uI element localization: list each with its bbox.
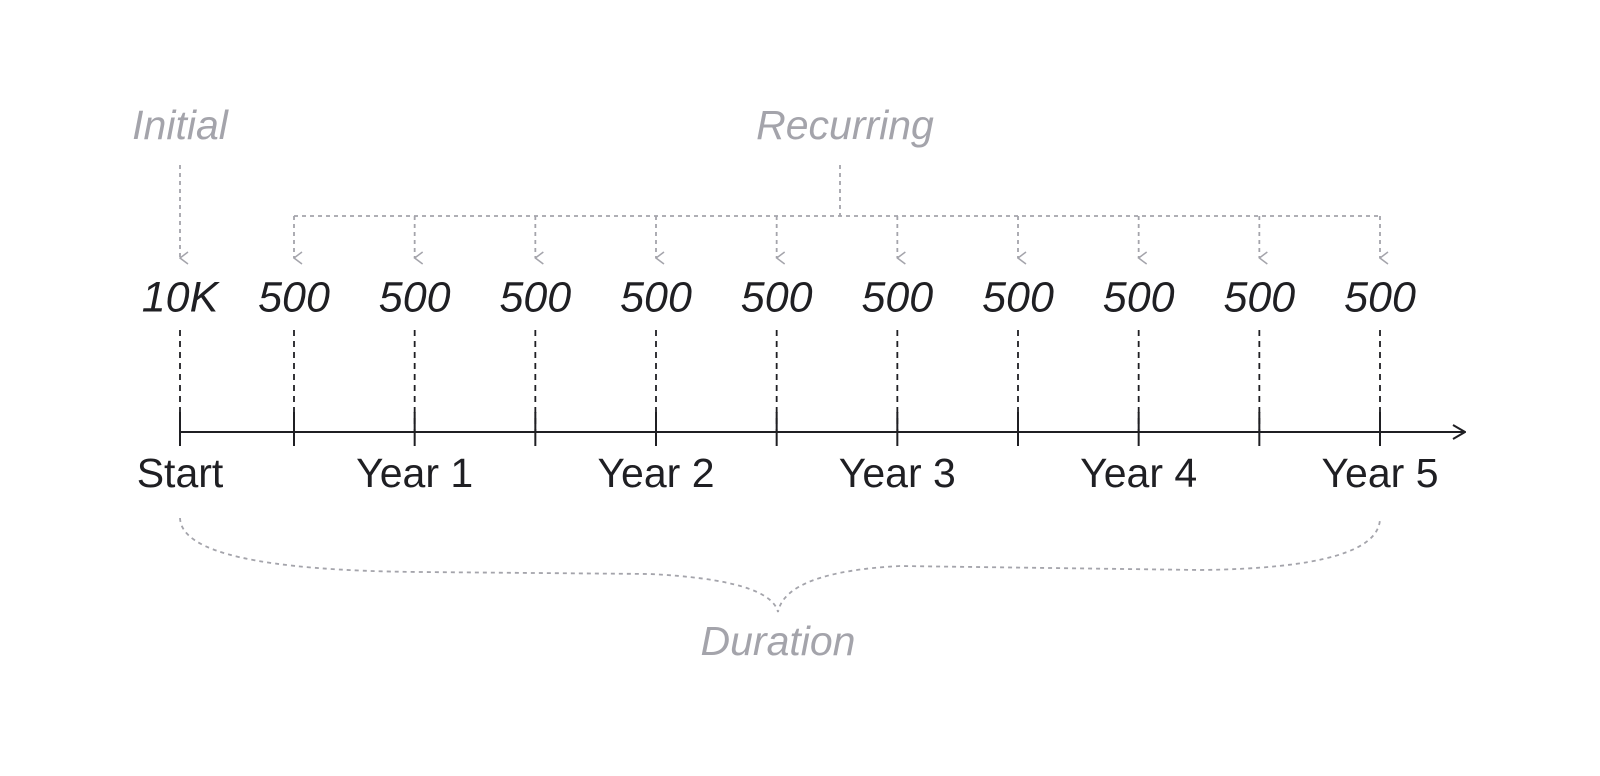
amount: 500 [379,273,451,321]
timeline-label: Year 3 [839,450,956,496]
amount: 500 [861,273,933,321]
amount: 500 [1103,273,1175,321]
timeline-label: Year 2 [597,450,714,496]
duration-label: Duration [701,618,856,664]
amount: 10K [142,273,221,321]
amount: 500 [1344,273,1416,321]
amount: 500 [1223,273,1295,321]
duration-brace [179,517,1381,613]
amount: 500 [499,273,571,321]
timeline-label: Year 1 [356,450,473,496]
initial-label: Initial [132,102,230,148]
amount: 500 [258,273,330,321]
timeline-label: Year 4 [1080,450,1197,496]
recurring-label: Recurring [756,102,934,148]
amount: 500 [741,273,813,321]
amount: 500 [620,273,692,321]
timeline-label: Start [137,450,224,496]
amount: 500 [982,273,1054,321]
timeline-label: Year 5 [1321,450,1438,496]
